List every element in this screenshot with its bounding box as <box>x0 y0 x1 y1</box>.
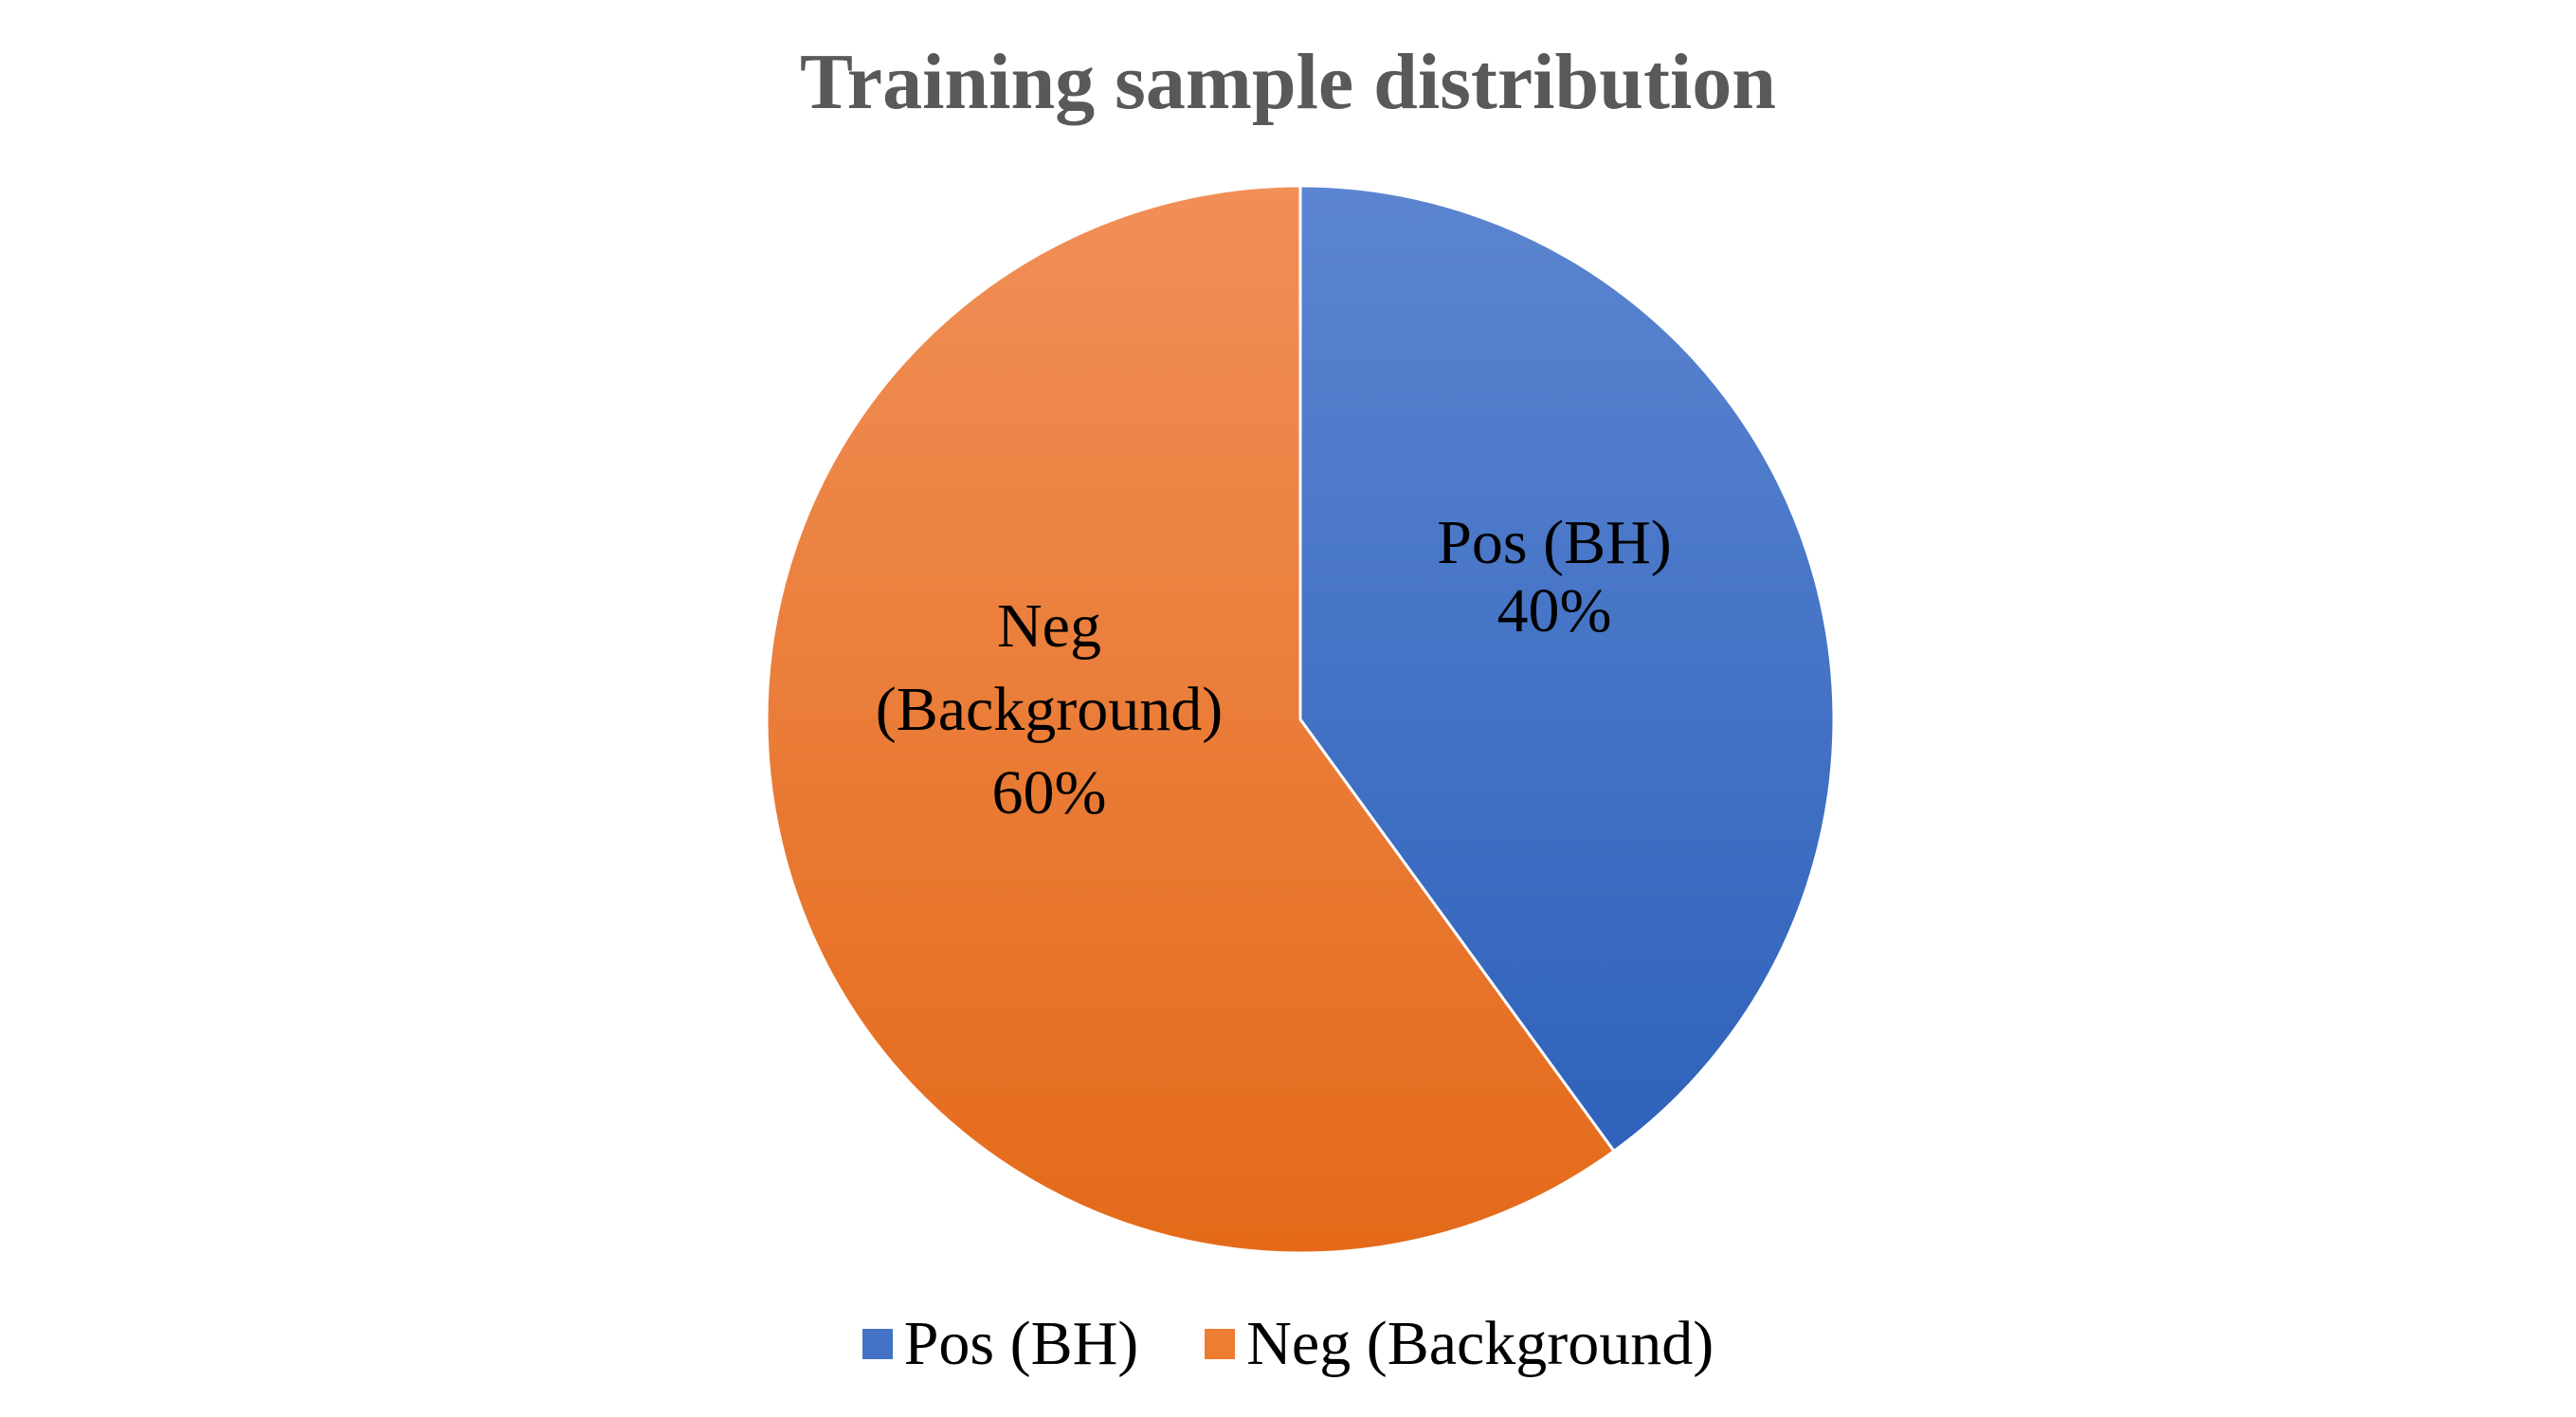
legend-item-pos: Pos (BH) <box>862 1308 1139 1380</box>
legend: Pos (BH) Neg (Background) <box>0 1308 2576 1380</box>
legend-swatch-neg <box>1205 1329 1236 1359</box>
pie-slice-pos <box>1298 184 1836 1154</box>
slice-label-pos: Pos (BH) 40% <box>1437 508 1672 645</box>
pie-slice-neg <box>765 184 1617 1255</box>
chart-title: Training sample distribution <box>800 38 1776 126</box>
slice-label-line: 40% <box>1497 576 1612 645</box>
legend-item-neg: Neg (Background) <box>1205 1308 1714 1380</box>
slice-label-line: Neg <box>997 591 1101 661</box>
slice-label-line: 60% <box>992 758 1107 827</box>
slice-label-line: (Background) <box>876 675 1224 744</box>
legend-swatch-pos <box>862 1329 893 1359</box>
slice-label-neg: Neg (Background) 60% <box>876 591 1224 827</box>
slice-label-line: Pos (BH) <box>1437 508 1672 577</box>
legend-label-pos: Pos (BH) <box>903 1309 1139 1378</box>
legend-label-neg: Neg (Background) <box>1246 1309 1714 1378</box>
